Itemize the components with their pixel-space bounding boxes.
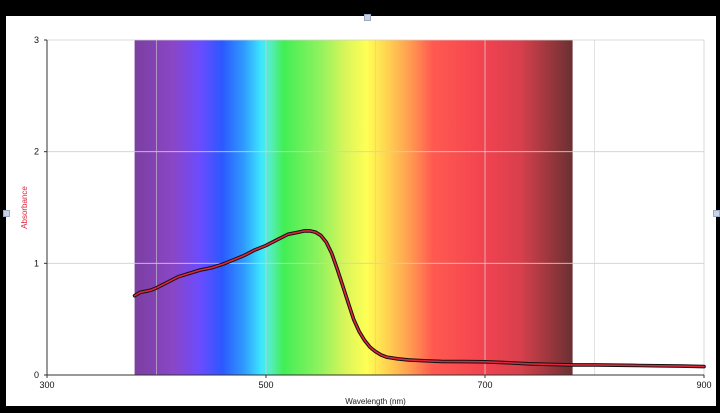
y-tick-label-1: 1 <box>34 258 39 268</box>
x-tick-label-900: 900 <box>696 380 711 390</box>
graph-window: 300 500 700 900 0 1 2 3 Wavelength (nm) Absorbanc… <box>3 14 720 406</box>
resize-handle-right[interactable] <box>713 210 720 217</box>
absorbance-spectrum-chart: 300 500 700 900 0 1 2 3 Wavelength (nm) Absorbanc… <box>20 35 712 406</box>
x-tick-label-500: 500 <box>258 380 273 390</box>
x-axis-title: Wavelength (nm) <box>345 397 406 406</box>
x-tick-label-700: 700 <box>477 380 492 390</box>
y-axis-title: Absorbance <box>20 186 29 229</box>
x-tick-label-300: 300 <box>39 380 54 390</box>
series-0-line <box>133 230 705 368</box>
resize-handle-top[interactable] <box>364 14 371 21</box>
visible-spectrum-band <box>134 40 573 375</box>
y-tick-label-3: 3 <box>34 35 39 45</box>
y-tick-label-2: 2 <box>34 147 39 157</box>
y-tick-label-0: 0 <box>34 370 39 380</box>
resize-handle-left[interactable] <box>3 210 10 217</box>
